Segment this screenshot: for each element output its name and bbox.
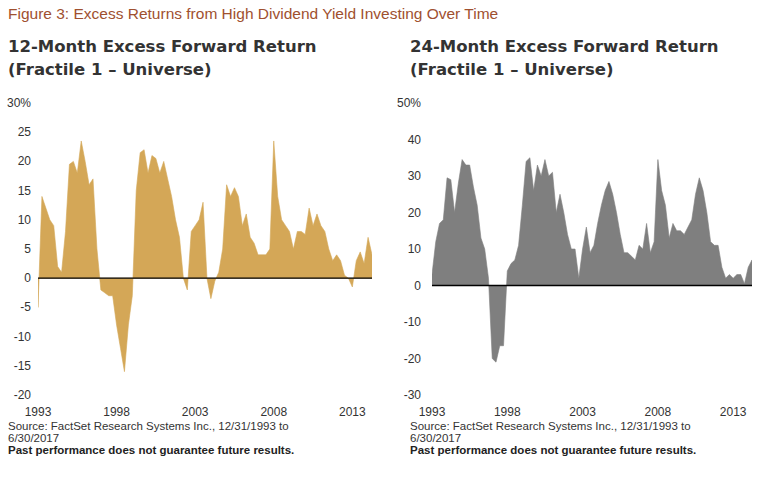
- y-tick-label: -10: [14, 330, 32, 344]
- chart: 12-Month Excess Forward Return (Fractile …: [7, 37, 372, 419]
- y-tick-label: 15: [18, 184, 32, 198]
- x-tick-label: 1993: [419, 405, 446, 419]
- source-note: Source: FactSet Research Systems Inc., 1…: [8, 420, 289, 444]
- notes: Source: FactSet Research Systems Inc., 1…: [8, 420, 326, 456]
- notes: Source: FactSet Research Systems Inc., 1…: [410, 420, 728, 456]
- y-tick-label: -20: [404, 352, 422, 366]
- y-tick-label: -30: [404, 388, 422, 402]
- disclaimer: Past performance does not guarantee futu…: [8, 444, 326, 456]
- chart-subtitle: (Fractile 1 – Universe): [8, 60, 212, 79]
- y-tick-label: 5: [24, 242, 31, 256]
- y-tick-label: -20: [14, 388, 32, 402]
- y-tick-label: 0: [414, 279, 421, 293]
- x-tick-label: 2008: [645, 405, 672, 419]
- disclaimer: Past performance does not guarantee futu…: [410, 444, 728, 456]
- chart-subtitle: (Fractile 1 – Universe): [410, 60, 614, 79]
- x-tick-label: 1998: [103, 405, 130, 419]
- figure: Figure 3: Excess Returns from High Divid…: [0, 0, 767, 477]
- x-tick-label: 2013: [339, 405, 366, 419]
- figure-title: Figure 3: Excess Returns from High Divid…: [8, 5, 498, 22]
- y-tick-label: 30%: [7, 96, 31, 110]
- y-tick-label: 40: [408, 133, 422, 147]
- y-tick-label: -15: [14, 359, 32, 373]
- y-tick-label: 0: [24, 271, 31, 285]
- y-tick-label: 10: [18, 213, 32, 227]
- y-tick-label: 20: [18, 154, 32, 168]
- y-tick-label: -10: [404, 315, 422, 329]
- x-tick-label: 1993: [25, 405, 52, 419]
- x-tick-label: 2008: [260, 405, 287, 419]
- y-tick-label: 20: [408, 206, 422, 220]
- x-tick-label: 1998: [494, 405, 521, 419]
- x-tick-label: 2013: [720, 405, 747, 419]
- y-tick-label: 30: [408, 169, 422, 183]
- y-tick-label: 10: [408, 242, 422, 256]
- chart: 24-Month Excess Forward Return (Fractile …: [397, 37, 752, 419]
- area: [432, 158, 752, 362]
- zero-line: [38, 278, 372, 279]
- y-tick-label: 25: [18, 125, 32, 139]
- chart-title: 24-Month Excess Forward Return: [410, 37, 719, 56]
- plot-area: [432, 158, 752, 362]
- x-tick-label: 2003: [182, 405, 209, 419]
- zero-line: [432, 285, 752, 286]
- source-note: Source: FactSet Research Systems Inc., 1…: [410, 420, 691, 444]
- plot-area: [38, 141, 372, 372]
- area: [38, 141, 372, 372]
- y-tick-label: 50%: [397, 96, 421, 110]
- chart-title: 12-Month Excess Forward Return: [8, 37, 317, 56]
- x-tick-label: 2003: [569, 405, 596, 419]
- y-tick-label: -5: [20, 300, 31, 314]
